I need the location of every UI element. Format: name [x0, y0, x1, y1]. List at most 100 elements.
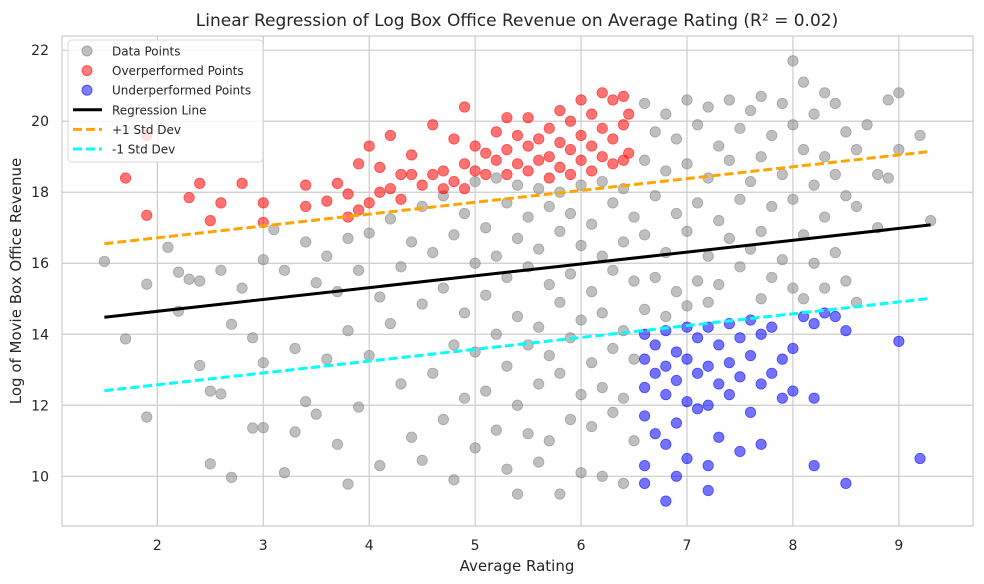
data-point — [670, 133, 682, 145]
data-point — [861, 119, 873, 131]
x-tick-label: 8 — [788, 538, 797, 554]
data-point — [257, 254, 269, 266]
data-point — [363, 227, 375, 239]
data-point — [331, 177, 344, 189]
data-point — [575, 314, 587, 326]
data-point — [808, 179, 820, 191]
data-point — [702, 399, 714, 411]
data-point — [458, 392, 471, 404]
data-point — [755, 293, 767, 305]
data-point — [670, 346, 682, 358]
legend-label: Overperformed Points — [112, 64, 244, 78]
legend-label: Data Points — [112, 45, 181, 59]
data-point — [575, 239, 587, 252]
data-point — [829, 97, 841, 110]
data-point — [543, 349, 555, 362]
data-point — [458, 207, 471, 220]
data-point — [670, 286, 682, 298]
data-point — [533, 154, 545, 166]
data-point — [893, 335, 905, 347]
data-point — [480, 385, 492, 397]
data-point — [797, 293, 810, 305]
data-point — [787, 342, 799, 355]
data-point — [511, 232, 524, 244]
data-point — [405, 168, 418, 181]
data-point — [575, 154, 587, 166]
data-point — [395, 168, 407, 181]
data-point — [649, 126, 661, 138]
x-tick-label: 3 — [259, 538, 268, 554]
x-tick-label: 9 — [894, 538, 903, 554]
data-point — [660, 495, 672, 507]
data-point — [522, 112, 534, 124]
y-tick-label: 12 — [31, 398, 49, 414]
data-point — [289, 426, 301, 438]
data-point — [819, 87, 831, 99]
data-point — [681, 353, 693, 365]
data-point — [808, 318, 820, 330]
data-point — [278, 467, 291, 479]
data-point — [639, 229, 651, 241]
data-point — [586, 140, 598, 152]
data-point — [554, 161, 566, 173]
data-point — [808, 460, 820, 472]
data-point — [448, 339, 460, 351]
data-point — [702, 250, 714, 262]
data-point — [247, 332, 259, 344]
data-point — [511, 129, 524, 142]
data-point — [469, 140, 481, 152]
data-point — [840, 477, 852, 489]
data-point — [766, 367, 778, 379]
data-point — [596, 122, 608, 134]
x-tick-label: 2 — [153, 538, 162, 554]
y-tick-label: 22 — [31, 43, 49, 59]
data-point — [617, 119, 630, 131]
data-point — [617, 90, 630, 102]
data-point — [162, 241, 174, 253]
data-point — [840, 190, 852, 202]
data-point — [734, 332, 746, 344]
x-axis-label: Average Rating — [460, 557, 575, 575]
data-point — [628, 211, 640, 223]
data-point — [639, 460, 651, 472]
data-point — [808, 257, 820, 269]
series-line — [104, 149, 931, 246]
data-point — [734, 445, 746, 458]
data-point — [522, 165, 534, 177]
data-point — [872, 168, 884, 181]
series-0 — [98, 55, 937, 500]
data-point — [681, 396, 693, 408]
data-point — [427, 119, 439, 131]
data-point — [533, 378, 545, 390]
data-point — [914, 452, 926, 465]
data-point — [681, 300, 693, 312]
data-point — [702, 460, 714, 472]
data-point — [469, 175, 481, 188]
data-point — [437, 183, 449, 195]
data-point — [617, 392, 630, 404]
data-point — [723, 232, 735, 244]
data-point — [395, 193, 407, 205]
data-point — [808, 392, 820, 404]
data-point — [331, 438, 344, 450]
data-point — [755, 151, 767, 163]
series-line — [104, 296, 931, 393]
data-point — [300, 179, 312, 191]
data-point — [353, 401, 365, 413]
data-point — [660, 310, 672, 323]
data-point — [575, 389, 587, 401]
data-point — [607, 94, 619, 106]
data-point — [119, 333, 132, 345]
data-point — [257, 197, 269, 209]
data-point — [215, 264, 227, 276]
data-point — [469, 257, 481, 269]
y-tick-label: 20 — [31, 114, 49, 130]
data-point — [533, 243, 545, 255]
data-point — [448, 175, 460, 188]
data-point — [554, 296, 566, 308]
x-tick-label: 5 — [471, 538, 480, 554]
data-point — [405, 149, 418, 161]
data-point — [490, 328, 502, 340]
data-point — [744, 349, 757, 362]
